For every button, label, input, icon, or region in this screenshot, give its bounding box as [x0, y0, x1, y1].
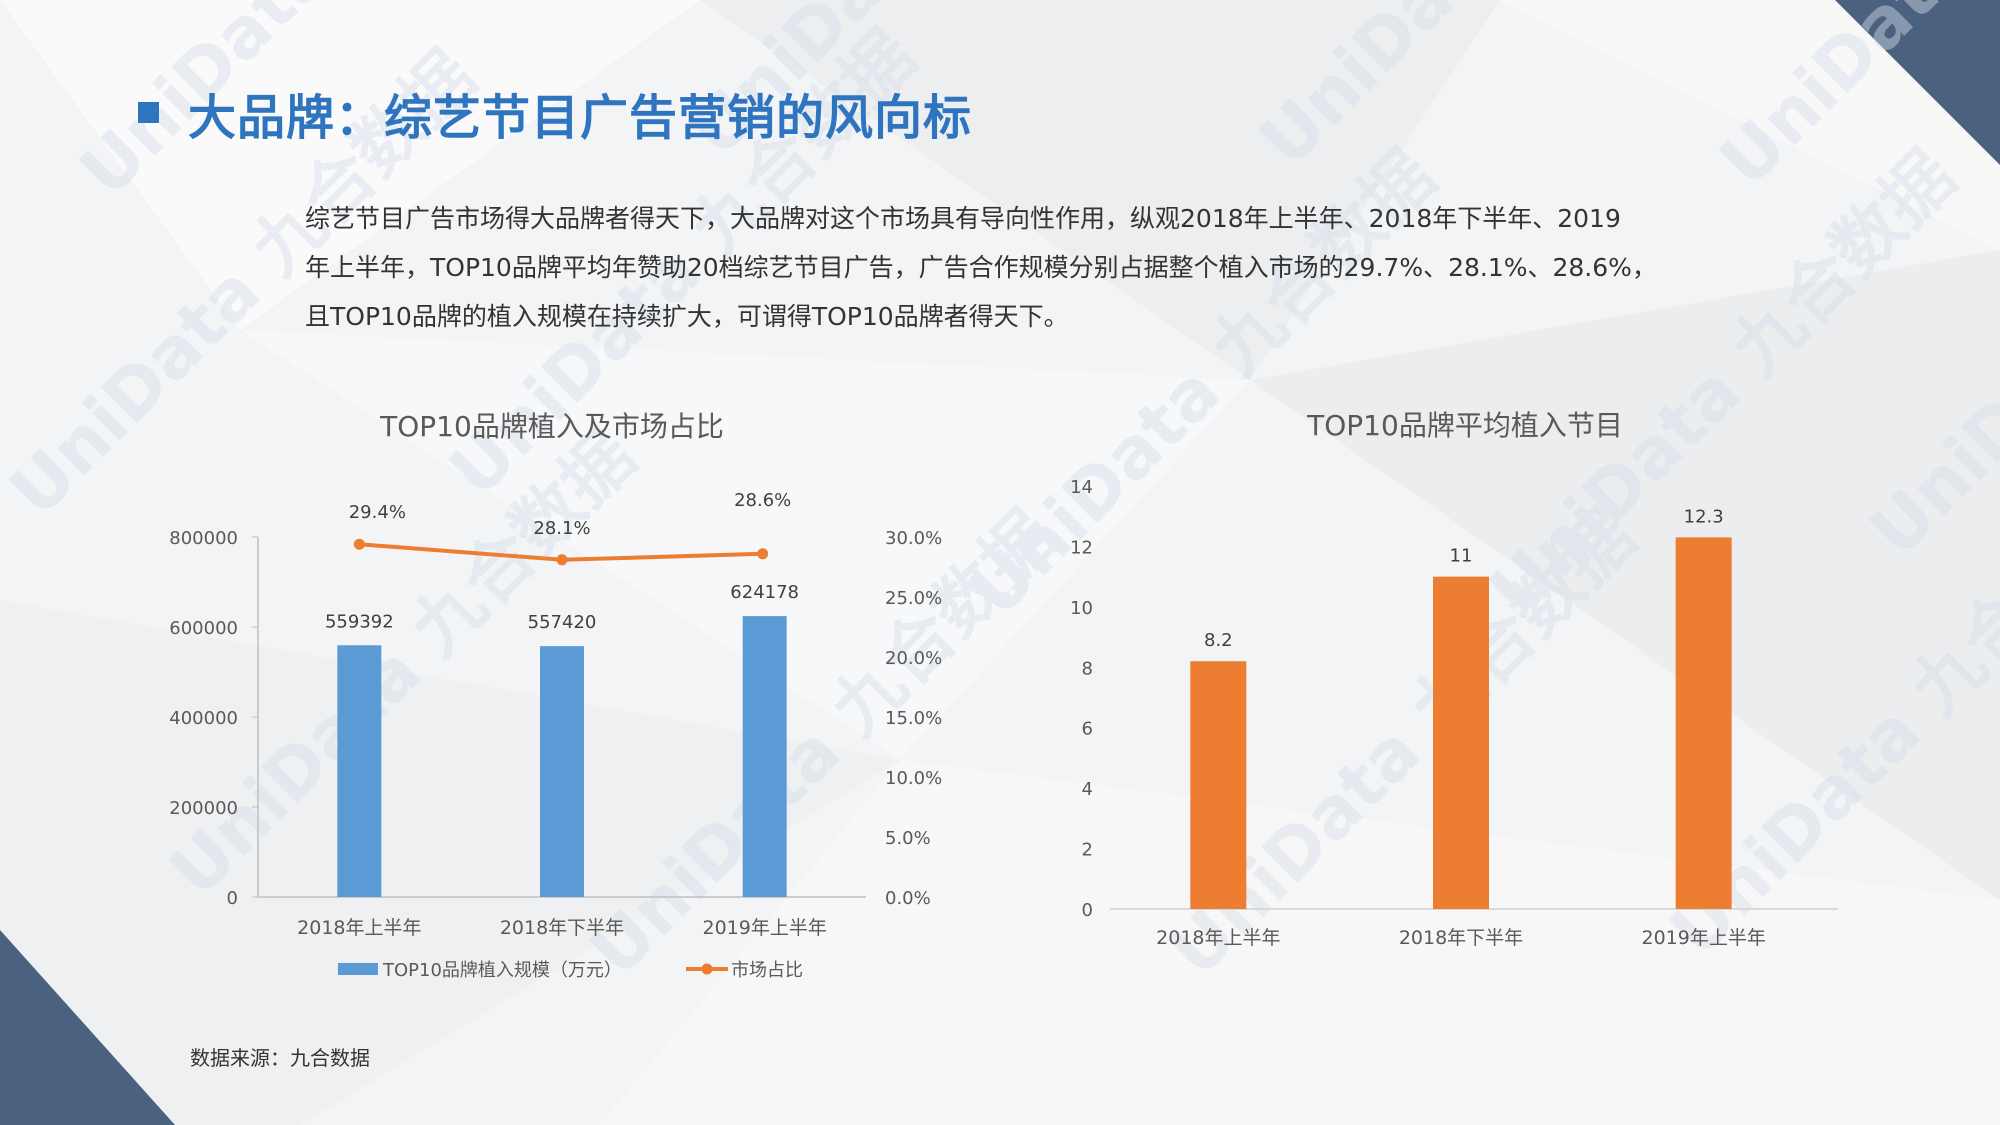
corner-decoration-top-right [1835, 0, 2000, 165]
chart2-bar [1433, 576, 1489, 909]
chart1-x-tick: 2018年下半年 [500, 917, 624, 939]
page-title: 大品牌：综艺节目广告营销的风向标 [188, 90, 973, 146]
chart2-y-tick: 14 [1070, 477, 1093, 498]
chart2-bar [1190, 661, 1247, 909]
chart1-x-tick: 2018年上半年 [297, 917, 421, 939]
chart1-title: TOP10品牌植入及市场占比 [379, 410, 724, 443]
chart2-y-tick: 10 [1070, 598, 1093, 619]
intro-line: 综艺节目广告市场得大品牌者得天下，大品牌对这个市场具有导向性作用，纵观2018年… [305, 204, 1621, 233]
chart1-y-right-tick: 0.0% [885, 888, 931, 909]
chart2-y-tick: 2 [1082, 840, 1093, 861]
chart1-share-label: 28.1% [533, 518, 590, 539]
chart2-y-tick: 0 [1082, 900, 1093, 921]
chart-top10-avg-programs: TOP10品牌平均植入节目 0 2 4 6 8 10 12 14 2018年上半年 8.2 2018年… [1070, 409, 1838, 949]
chart1-y-right-tick: 10.0% [885, 768, 942, 789]
chart1-y-right-tick: 20.0% [885, 648, 942, 669]
chart1-legend-line-label: 市场占比 [731, 960, 803, 981]
chart1-y-left-tick: 400000 [169, 708, 238, 729]
chart2-x-tick: 2018年上半年 [1156, 927, 1280, 949]
chart2-x-tick: 2018年下半年 [1399, 927, 1523, 949]
chart1-share-point [353, 538, 365, 550]
chart2-y-tick: 6 [1082, 719, 1093, 740]
chart1-y-right-tick: 30.0% [885, 528, 942, 549]
chart2-y-tick: 4 [1082, 779, 1093, 800]
chart2-y-tick: 8 [1082, 658, 1093, 679]
chart1-legend-bar-swatch [338, 963, 378, 975]
intro-line: 年上半年，TOP10品牌平均年赞助20档综艺节目广告，广告合作规模分别占据整个植… [305, 253, 1657, 282]
chart1-share-label: 28.6% [734, 490, 791, 511]
intro-line: 且TOP10品牌的植入规模在持续扩大，可谓得TOP10品牌者得天下。 [305, 302, 1069, 331]
chart2-x-tick: 2019年上半年 [1641, 927, 1765, 949]
chart1-y-left-tick: 600000 [169, 618, 238, 639]
chart1-y-left-tick: 800000 [169, 528, 238, 549]
chart2-bar [1675, 537, 1732, 909]
data-source: 数据来源：九合数据 [190, 1046, 370, 1070]
chart2-title: TOP10品牌平均植入节目 [1306, 409, 1623, 442]
chart1-y-right-tick: 15.0% [885, 708, 942, 729]
chart1-y-left-tick: 200000 [169, 798, 238, 819]
chart2-bar-label: 11 [1450, 546, 1473, 567]
chart2-y-tick: 12 [1070, 537, 1093, 558]
chart1-bar [742, 616, 787, 897]
chart1-share-label: 29.4% [349, 502, 406, 523]
chart1-bar-label: 559392 [325, 611, 394, 632]
chart1-bar-label: 557420 [528, 612, 597, 633]
chart1-share-point [757, 548, 769, 560]
chart2-bar-label: 8.2 [1204, 630, 1233, 651]
chart1-legend-line-marker [701, 963, 713, 975]
corner-decoration-bottom-left [0, 930, 175, 1125]
chart2-bar-label: 12.3 [1684, 506, 1724, 527]
chart1-y-left-tick: 0 [227, 888, 238, 909]
chart1-share-point [556, 554, 568, 566]
chart1-bar [540, 646, 584, 897]
intro-paragraph: 综艺节目广告市场得大品牌者得天下，大品牌对这个市场具有导向性作用，纵观2018年… [305, 194, 1725, 341]
chart1-bar [337, 645, 382, 897]
chart1-legend-bar-label: TOP10品牌植入规模（万元） [382, 960, 622, 981]
chart1-y-right-tick: 5.0% [885, 828, 931, 849]
chart1-bar-label: 624178 [730, 582, 799, 603]
chart-top10-implant-share: TOP10品牌植入及市场占比 0 200000 400000 600000 800000 0… [169, 410, 942, 981]
title-bullet [138, 102, 159, 123]
chart1-y-right-tick: 25.0% [885, 588, 942, 609]
chart1-x-tick: 2019年上半年 [702, 917, 826, 939]
